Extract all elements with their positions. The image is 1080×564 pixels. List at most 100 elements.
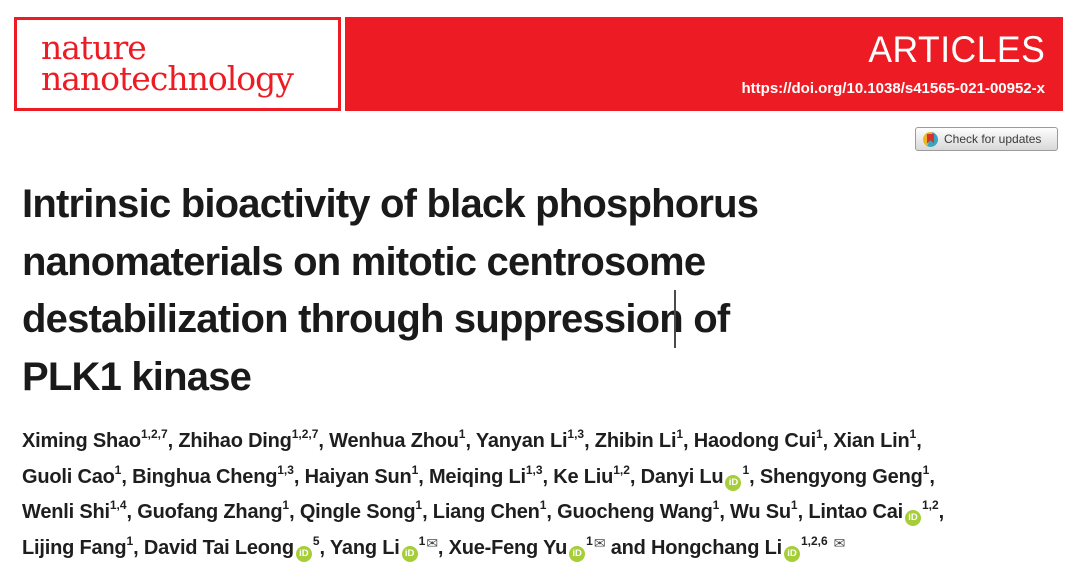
author: Yang Li iD1✉ [329,533,438,562]
author-name: Guofang Zhang [137,501,283,523]
author-affiliation-superscript: 1 [458,427,466,442]
author: Wenli Shi1,4 [22,498,127,523]
author: Danyi Lu iD1 [640,462,750,491]
author-name: Zhibin Li [594,430,677,452]
author-name: Haiyan Sun [304,465,412,488]
author-affiliation-superscript: 1 [815,427,823,442]
email-icon[interactable]: ✉ [593,534,606,551]
author: Ximing Shao1,2,7 [22,427,168,452]
journal-name: nature nanotechnology [41,28,294,98]
author-name: Guocheng Wang [557,501,713,523]
author: Xue-Feng Yu iD1✉ [448,533,606,562]
article-title-line: nanomaterials on mitotic centrosome [22,239,706,284]
author-affiliation-superscript: 1 [418,533,426,548]
author-list: Ximing Shao1,2,7, Zhihao Ding1,2,7, Wenh… [22,424,1072,564]
author-affiliation-superscript: 1 [411,462,419,477]
author-affiliation-superscript: 1 [790,498,798,513]
author-affiliation-superscript: 1,3 [567,427,585,442]
author: Lintao Cai iD1,2 [808,498,939,526]
orcid-icon[interactable]: iD [569,545,586,562]
author: Zhihao Ding1,2,7 [178,427,319,452]
section-banner: ARTICLES https://doi.org/10.1038/s41565-… [345,17,1063,111]
author: David Tai Leong iD5 [143,533,320,562]
author: Guofang Zhang1 [137,498,290,523]
author-affiliation-superscript: 1,2,7 [291,427,319,442]
author-affiliation-superscript: 1,2,7 [140,427,168,442]
author: Xian Lin1 [833,427,917,452]
author-name: Lijing Fang [22,536,127,559]
author-name: Yanyan Li [475,430,568,452]
author-name: Yang Li [329,536,400,559]
journal-name-line1: nature [41,28,147,67]
email-icon[interactable]: ✉ [833,534,846,551]
author-affiliation-superscript: 1,2 [921,498,939,513]
article-title-line: PLK1 kinase [22,354,252,399]
author-affiliation-superscript: 5 [312,533,320,548]
author-name: Ke Liu [553,465,614,488]
author: Haiyan Sun1 [304,462,419,488]
author: Guocheng Wang1 [557,498,720,523]
author-affiliation-superscript: 1 [126,533,134,548]
author-name: Ximing Shao [22,430,141,452]
author-affiliation-superscript: 1 [586,533,593,548]
check-for-updates-label: Check for updates [944,132,1042,146]
author-name: Haodong Cui [693,430,816,452]
author-name: Liang Chen [432,501,540,523]
journal-logo: nature nanotechnology [14,17,341,111]
author-name: David Tai Leong [143,536,294,559]
author: Wenhua Zhou1 [329,427,466,452]
orcid-icon[interactable]: iD [904,510,921,526]
author-name: Meiqing Li [428,465,526,488]
text-cursor [674,290,676,348]
article-title: Intrinsic bioactivity of black phosphoru… [22,176,942,406]
author-affiliation-superscript: 1 [114,462,122,477]
email-icon[interactable]: ✉ [426,534,438,551]
author: Haodong Cui1 [693,427,823,452]
author-name: Binghua Cheng [132,465,278,488]
author-name: Shengyong Geng [759,465,923,488]
author-name: Wu Su [730,501,791,523]
orcid-icon[interactable]: iD [401,545,418,562]
author-affiliation-superscript: 1 [742,462,750,477]
author: Hongchang Li iD1,2,6 ✉ [651,533,846,562]
doi-link[interactable]: https://doi.org/10.1038/s41565-021-00952… [741,80,1046,97]
author: Binghua Cheng1,3 [132,462,294,488]
crossmark-flag-icon [927,133,934,144]
author: Meiqing Li1,3 [428,462,543,488]
author: Guoli Cao1 [22,462,122,488]
author-name: Qingle Song [299,501,416,523]
section-label: ARTICLES [868,29,1045,70]
author-affiliation-superscript: 1 [539,498,547,513]
author: Zhibin Li1 [594,427,683,452]
author-name: Lintao Cai [808,501,903,523]
crossmark-icon [923,131,938,147]
author: Yanyan Li1,3 [475,427,585,452]
author-affiliation-superscript: 1,4 [109,498,127,513]
author-name: Hongchang Li [651,536,782,559]
article-title-line: destabilization through suppression of [22,297,730,341]
orcid-icon[interactable]: iD [725,474,742,491]
check-for-updates-button[interactable]: Check for updates [915,127,1058,151]
author-affiliation-superscript: 1 [282,498,290,513]
author-name: Wenli Shi [22,501,110,523]
author-affiliation-superscript: 1 [909,427,917,442]
author-affiliation-superscript: 1 [676,427,683,442]
author-name: Zhihao Ding [178,430,292,452]
author-affiliation-superscript: 1,3 [277,462,294,477]
author-affiliation-superscript: 1 [415,498,423,513]
author-name: Xian Lin [833,430,910,452]
orcid-icon[interactable]: iD [783,545,800,562]
author-affiliation-superscript: 1,3 [525,462,543,477]
author: Wu Su1 [730,498,798,523]
author-name: Danyi Lu [640,465,724,488]
journal-name-line2: nanotechnology [41,59,294,98]
author-affiliation-superscript: 1 [922,462,930,477]
orcid-icon[interactable]: iD [295,545,312,562]
author-name: Xue-Feng Yu [448,536,568,559]
author-affiliation-superscript: 1,2,6 [800,533,828,548]
author-name: Guoli Cao [22,465,115,488]
author: Lijing Fang1 [22,533,134,559]
author-affiliation-superscript: 1 [712,498,720,513]
author: Shengyong Geng1 [759,462,930,488]
